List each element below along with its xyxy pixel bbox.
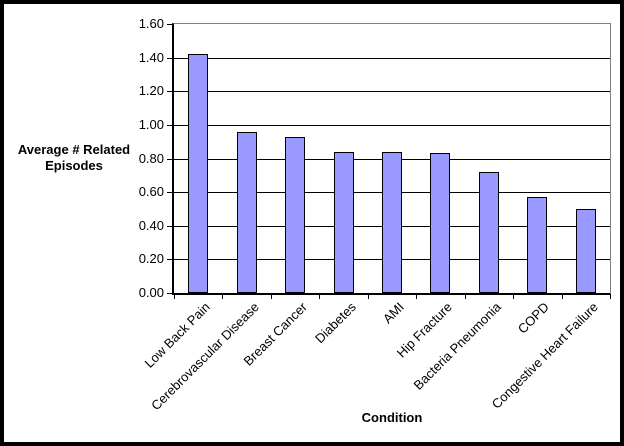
bar: [575, 208, 596, 293]
y-tick-label: 1.60: [138, 16, 164, 31]
y-tick-label: 1.20: [138, 83, 164, 99]
bar: [188, 54, 209, 293]
y-tick-mark: [167, 225, 174, 227]
bar: [430, 153, 451, 293]
y-axis-title: Average # Related Episodes: [17, 142, 131, 173]
x-tick-mark: [513, 295, 515, 299]
gridline: [174, 124, 610, 126]
x-tick-mark: [464, 295, 466, 299]
gridline: [174, 91, 610, 93]
y-tick-mark: [167, 57, 174, 59]
y-tick-label: 0.60: [138, 184, 164, 200]
x-tick-mark: [270, 295, 272, 299]
x-axis-title: Condition: [361, 410, 423, 425]
y-tick-mark: [167, 24, 174, 25]
y-tick-mark: [167, 91, 174, 93]
bar: [333, 151, 354, 293]
x-tick-mark: [174, 295, 175, 299]
x-tick-mark: [561, 295, 563, 299]
gridline: [174, 57, 610, 59]
y-tick-label: 0.80: [138, 150, 164, 166]
y-tick-label: 0.20: [138, 251, 164, 267]
x-tick-mark: [416, 295, 418, 299]
bar: [382, 151, 402, 293]
y-tick-mark: [167, 192, 174, 194]
y-tick-mark: [167, 158, 174, 160]
x-tick-mark: [610, 295, 611, 299]
y-tick-mark: [167, 124, 174, 126]
y-tick-mark: [167, 259, 174, 261]
plot-area: [172, 23, 611, 295]
y-tick-label: 1.40: [138, 49, 164, 65]
x-tick-mark: [367, 295, 369, 299]
y-tick-label: 1.00: [138, 116, 164, 132]
bar: [285, 136, 306, 293]
bar: [478, 171, 499, 293]
bar: [527, 197, 548, 293]
bar: [236, 131, 257, 293]
y-tick-mark: [167, 293, 174, 294]
y-tick-label: 0.00: [138, 285, 164, 300]
x-tick-mark: [319, 295, 321, 299]
y-tick-label: 0.40: [138, 217, 164, 233]
x-tick-mark: [222, 295, 224, 299]
